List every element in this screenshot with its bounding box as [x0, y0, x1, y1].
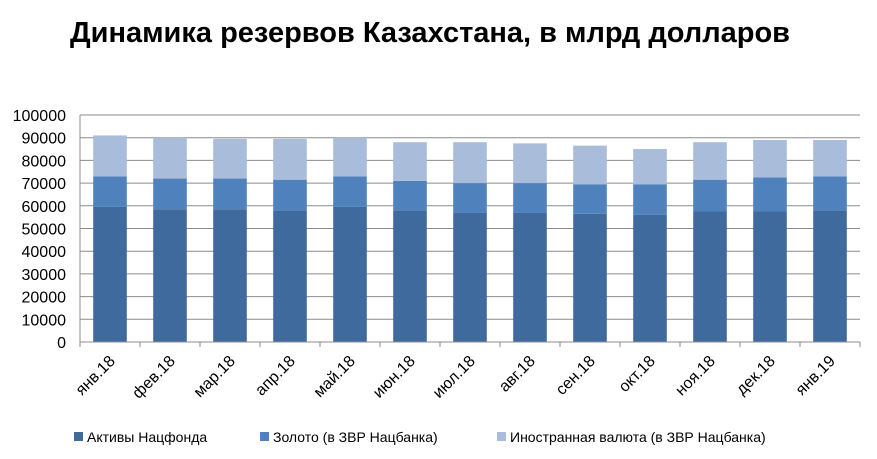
bar-segment-2	[213, 178, 247, 210]
bar-segment-3	[153, 137, 187, 179]
y-tick-label: 90000	[22, 131, 67, 148]
bar-segment-1	[513, 212, 547, 342]
legend-swatch	[497, 432, 506, 441]
y-tick-label: 10000	[22, 312, 67, 329]
bar-segment-1	[453, 212, 487, 342]
bar-segment-2	[753, 177, 787, 212]
x-tick-label: сен.18	[553, 353, 599, 399]
bar-segment-2	[513, 183, 547, 213]
bar-segment-1	[753, 211, 787, 342]
y-tick-label: 30000	[22, 267, 67, 284]
x-tick-label: янв.19	[793, 353, 839, 399]
bar-segment-2	[393, 180, 427, 211]
x-tick-label: май.18	[311, 353, 359, 401]
bar-segment-3	[573, 145, 607, 185]
bars	[93, 135, 847, 342]
x-tick-label: ноя.18	[672, 353, 718, 399]
x-tick-label: июн.18	[370, 353, 419, 402]
bar-segment-1	[273, 210, 307, 342]
bar-segment-3	[93, 135, 127, 177]
bar-segment-1	[213, 209, 247, 342]
bar-segment-2	[453, 183, 487, 213]
bar-segment-1	[693, 211, 727, 342]
x-tick-label: июл.18	[430, 353, 479, 402]
y-tick-label: 50000	[22, 222, 67, 239]
bar-segment-2	[333, 176, 367, 207]
y-tick-label: 40000	[22, 244, 67, 261]
legend-label: Активы Нацфонда	[87, 429, 207, 445]
axes: 0 10000 20000 30000 40000 50000 60000 70000 8000…	[13, 108, 861, 402]
bar-segment-1	[813, 210, 847, 342]
x-tick-label: фев.18	[129, 353, 178, 402]
legend-label: Иностранная валюта (в ЗВР Нацбанка)	[510, 429, 766, 445]
legend-label: Золото (в ЗВР Нацбанка)	[273, 429, 438, 445]
bar-segment-3	[513, 143, 547, 184]
bar-segment-1	[393, 210, 427, 342]
y-tick-label: 60000	[22, 199, 67, 216]
x-tick-label: янв.18	[73, 353, 119, 399]
y-tick-label: 0	[57, 335, 66, 352]
legend-swatch	[260, 432, 269, 441]
chart-title: Динамика резервов Казахстана, в млрд дол…	[69, 17, 791, 49]
bar-segment-2	[93, 176, 127, 207]
x-tick-label: дек.18	[733, 353, 779, 399]
bar-segment-2	[633, 184, 667, 215]
bar-segment-1	[633, 214, 667, 342]
bar-segment-3	[273, 138, 307, 180]
bar-segment-3	[213, 138, 247, 179]
y-tick-label: 20000	[22, 290, 67, 307]
legend-swatch	[74, 432, 83, 441]
bar-segment-3	[333, 137, 367, 177]
bar-segment-2	[693, 179, 727, 212]
y-tick-label: 80000	[22, 153, 67, 170]
x-tick-label: мар.18	[191, 353, 239, 401]
bar-segment-2	[573, 184, 607, 214]
y-tick-label: 100000	[13, 108, 66, 125]
x-tick-label: апр.18	[252, 353, 299, 400]
bar-segment-1	[333, 206, 367, 342]
bar-segment-2	[153, 178, 187, 210]
bar-segment-3	[753, 139, 787, 178]
bar-segment-3	[813, 139, 847, 177]
bar-segment-2	[273, 179, 307, 211]
bar-segment-1	[153, 209, 187, 342]
bar-segment-1	[93, 206, 127, 342]
y-tick-label: 70000	[22, 176, 67, 193]
bar-segment-3	[453, 142, 487, 184]
bar-segment-3	[633, 149, 667, 185]
bar-segment-1	[573, 213, 607, 342]
bar-segment-3	[393, 142, 427, 181]
x-tick-label: окт.18	[616, 353, 659, 396]
bar-segment-2	[813, 176, 847, 211]
legend: Активы Нацфонда Золото (в ЗВР Нацбанка) Ин…	[74, 429, 766, 445]
x-tick-label: авг.18	[496, 353, 539, 396]
bar-segment-3	[693, 142, 727, 180]
